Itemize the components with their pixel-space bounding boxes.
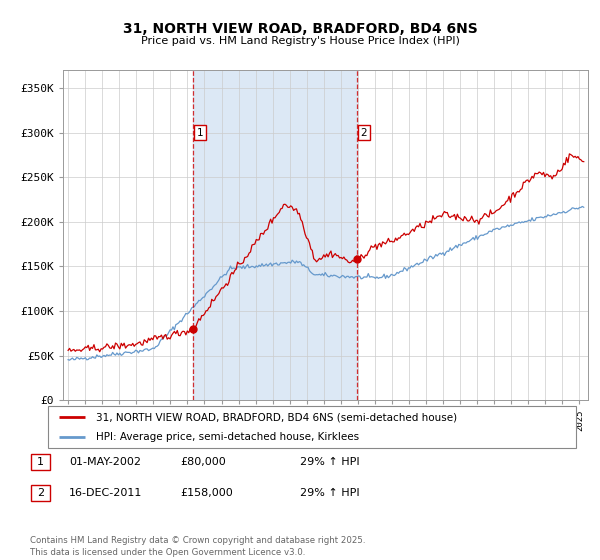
Text: 1: 1 [196, 128, 203, 138]
FancyBboxPatch shape [31, 485, 50, 501]
Text: 2: 2 [361, 128, 367, 138]
Text: Price paid vs. HM Land Registry's House Price Index (HPI): Price paid vs. HM Land Registry's House … [140, 36, 460, 46]
Text: £80,000: £80,000 [180, 457, 226, 467]
Text: 31, NORTH VIEW ROAD, BRADFORD, BD4 6NS (semi-detached house): 31, NORTH VIEW ROAD, BRADFORD, BD4 6NS (… [95, 412, 457, 422]
Text: 16-DEC-2011: 16-DEC-2011 [69, 488, 142, 498]
Text: 01-MAY-2002: 01-MAY-2002 [69, 457, 141, 467]
Text: HPI: Average price, semi-detached house, Kirklees: HPI: Average price, semi-detached house,… [95, 432, 359, 442]
Text: Contains HM Land Registry data © Crown copyright and database right 2025.
This d: Contains HM Land Registry data © Crown c… [30, 536, 365, 557]
Text: 29% ↑ HPI: 29% ↑ HPI [300, 488, 359, 498]
Text: 1: 1 [37, 457, 44, 467]
Text: £158,000: £158,000 [180, 488, 233, 498]
Bar [193, 70, 357, 400]
Text: 2: 2 [37, 488, 44, 498]
FancyBboxPatch shape [48, 406, 576, 448]
Text: 29% ↑ HPI: 29% ↑ HPI [300, 457, 359, 467]
FancyBboxPatch shape [31, 454, 50, 470]
Text: 31, NORTH VIEW ROAD, BRADFORD, BD4 6NS: 31, NORTH VIEW ROAD, BRADFORD, BD4 6NS [122, 22, 478, 36]
